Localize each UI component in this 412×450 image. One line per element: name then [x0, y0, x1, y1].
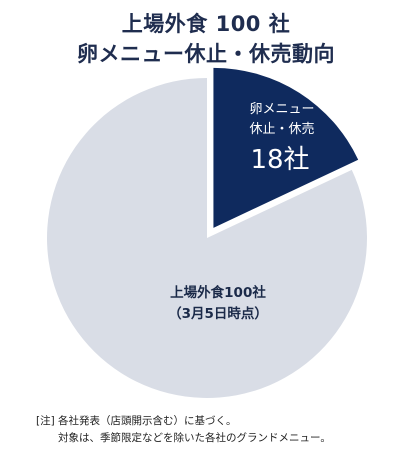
chart-title: 上場外食 100 社 — [121, 12, 291, 36]
pie-slice-egg-menu — [213, 67, 359, 228]
footnote-line-1: [注] 各社発表（店頭開示含む）に基づく。 — [36, 415, 237, 427]
footnote-line-2: 対象は、季節限定などを除いた各社のグランドメニュー。 — [58, 432, 331, 444]
slice-label-egg-line1: 卵メニュー — [249, 102, 314, 117]
slice-label-egg-line2: 休止・休売 — [249, 121, 314, 137]
slice-label-main-line1: 上場外食100社 — [170, 284, 266, 301]
pie-slice-main — [47, 78, 367, 398]
chart-subtitle: 卵メニュー休止・休売動向 — [77, 42, 335, 66]
slice-value-egg: 18社 — [250, 145, 309, 175]
slice-label-main-line2: （3月5日時点） — [168, 305, 268, 322]
